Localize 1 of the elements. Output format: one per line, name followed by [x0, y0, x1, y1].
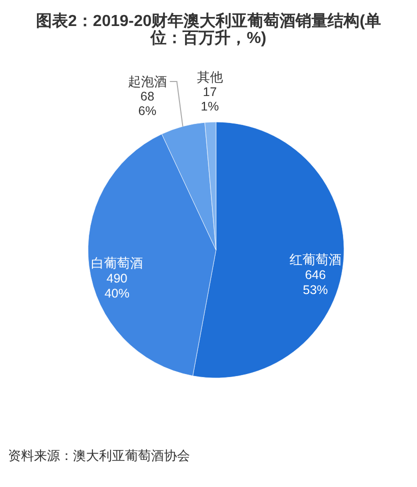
- title: 图表2：2019-20财年澳大利亚葡萄酒销量结构(单位：百万升，%): [36, 13, 381, 47]
